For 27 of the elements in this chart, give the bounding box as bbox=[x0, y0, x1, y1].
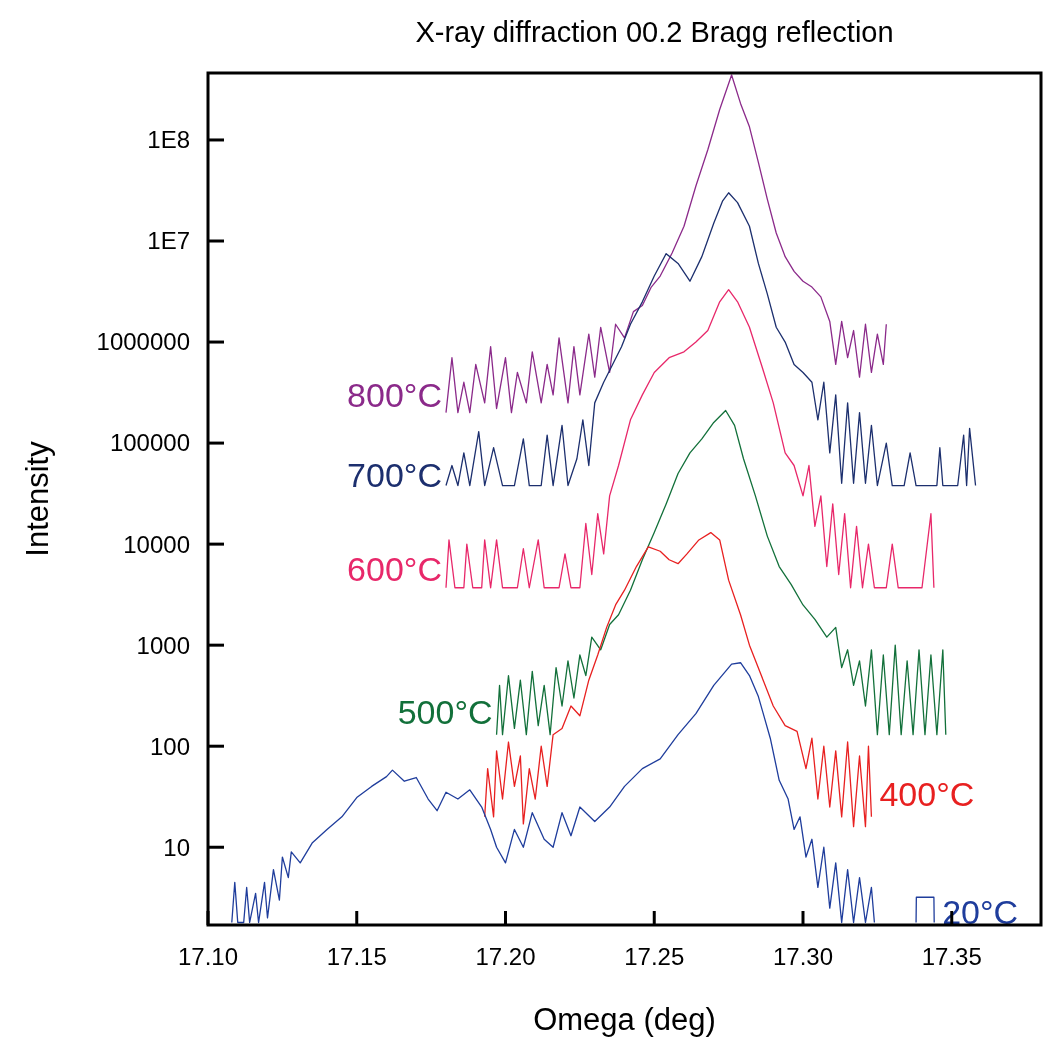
line-series bbox=[445, 192, 977, 487]
series-label: 600°C bbox=[347, 550, 442, 589]
x-tick-label: 17.20 bbox=[475, 943, 536, 970]
x-tick-label: 17.35 bbox=[921, 943, 982, 970]
series-label: 20°C bbox=[942, 893, 1019, 932]
line-series bbox=[445, 289, 935, 589]
series-label: 400°C bbox=[879, 775, 975, 814]
y-tick-label: 100 bbox=[149, 732, 190, 760]
series-label: 700°C bbox=[347, 455, 442, 494]
y-axis-title: Intensity bbox=[20, 440, 55, 557]
chart-title: X-ray diffraction 00.2 Bragg reflection bbox=[415, 16, 894, 48]
y-tick-label: 1000 bbox=[136, 631, 190, 659]
y-tick-label: 1000000 bbox=[96, 328, 190, 356]
line-series bbox=[445, 74, 887, 414]
y-tick-label: 100000 bbox=[109, 429, 190, 457]
x-tick-label: 17.10 bbox=[177, 943, 239, 970]
x-tick-label: 17.25 bbox=[624, 943, 685, 970]
line-series bbox=[495, 409, 947, 736]
series-label: 500°C bbox=[397, 692, 493, 731]
y-tick-label: 10 bbox=[163, 833, 190, 861]
y-tick-label: 1E8 bbox=[147, 126, 190, 154]
x-tick-label: 17.15 bbox=[326, 943, 387, 970]
y-tick-label: 10000 bbox=[123, 530, 190, 558]
series-label: 800°C bbox=[347, 376, 442, 415]
x-tick-label: 17.30 bbox=[772, 943, 834, 970]
x-axis-title: Omega (deg) bbox=[533, 1002, 716, 1037]
y-tick-label: 1E7 bbox=[147, 227, 190, 255]
